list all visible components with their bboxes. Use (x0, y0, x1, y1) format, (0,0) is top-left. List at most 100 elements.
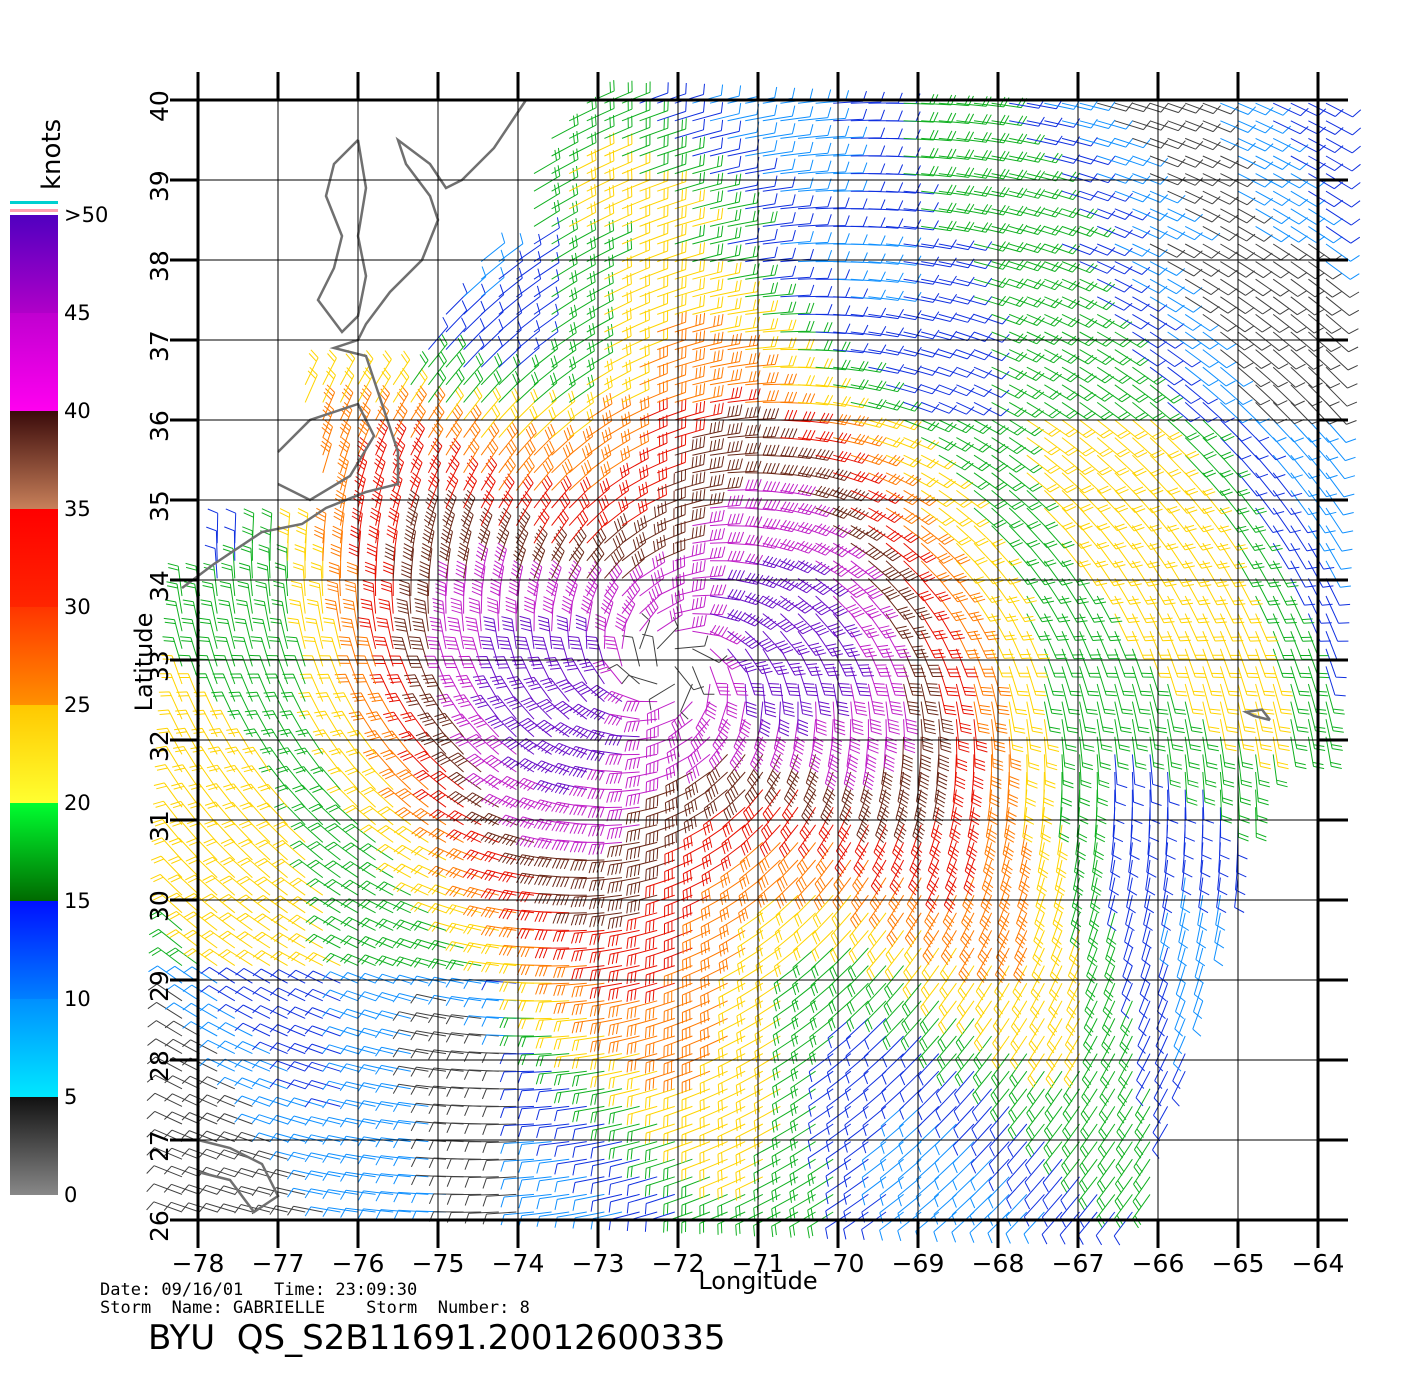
wind-barb (202, 875, 236, 896)
product-title: BYU QS_S2B11691.20012600335 (148, 1318, 726, 1358)
wind-barb (551, 165, 579, 192)
wind-barb (535, 1088, 570, 1103)
wind-barb (1019, 842, 1031, 879)
wind-barb (850, 578, 883, 600)
wind-barb (1219, 701, 1238, 733)
wind-barb (437, 560, 449, 597)
wind-barb (692, 546, 726, 562)
wind-barb (147, 983, 183, 1002)
wind-barb (835, 824, 852, 860)
wind-barb (621, 413, 650, 439)
wind-barb (533, 147, 561, 175)
wind-barb (1061, 595, 1088, 623)
wind-barb (1272, 542, 1300, 570)
wind-barb (745, 462, 780, 474)
wind-barb (1272, 701, 1291, 733)
wind-barb (797, 560, 834, 576)
wind-barb (201, 911, 236, 931)
wind-barb (692, 243, 724, 263)
wind-barb (446, 1193, 482, 1205)
wind-barb (621, 515, 647, 544)
wind-barb (322, 1116, 359, 1127)
wind-barb (1185, 137, 1221, 151)
wind-barb (971, 1123, 992, 1157)
wind-barb (903, 560, 936, 583)
wind-barb (991, 719, 1006, 753)
wind-barb (737, 912, 764, 941)
wind-barb (860, 771, 873, 808)
wind-barb (918, 1053, 940, 1086)
wind-barb (376, 617, 394, 649)
wind-barb (1044, 507, 1076, 530)
wind-barb (674, 154, 705, 175)
wind-barb (498, 871, 535, 883)
latitude-tick-label: 35 (145, 490, 174, 522)
wind-barb (920, 578, 951, 602)
wind-barb (607, 841, 640, 858)
wind-barb (357, 1154, 394, 1165)
bermuda (1241, 708, 1271, 722)
wind-barb (416, 579, 429, 614)
wind-barb (955, 736, 968, 772)
wind-barb (642, 633, 658, 667)
wind-barb (572, 1193, 605, 1211)
wind-barb (685, 771, 711, 800)
wind-barb (681, 1123, 711, 1146)
wind-barb (1255, 384, 1288, 406)
wind-barb (286, 1169, 323, 1180)
wind-barb (1008, 719, 1024, 753)
wind-barb (762, 482, 799, 495)
wind-barb (368, 525, 380, 561)
wind-barb (375, 1209, 411, 1220)
wind-barb (1184, 437, 1217, 460)
wind-barb (811, 930, 834, 962)
wind-barb (964, 842, 977, 879)
wind-barb (223, 783, 253, 808)
wind-barb (1325, 525, 1353, 552)
wind-barb (1237, 525, 1266, 551)
wind-barb (533, 799, 570, 812)
wind-barb (1060, 1158, 1080, 1193)
wind-barb (481, 1070, 517, 1082)
wind-barb (867, 613, 897, 639)
wind-barb (1114, 278, 1151, 294)
wind-barb (692, 384, 724, 403)
wind-barb (1149, 190, 1186, 204)
wind-barb (645, 912, 675, 933)
wind-barb (745, 390, 779, 403)
wind-barb (1043, 613, 1069, 641)
wind-barb (867, 719, 879, 754)
wind-barb (551, 218, 578, 245)
wind-barb (657, 135, 687, 157)
wind-barb (1114, 525, 1144, 550)
wind-barb (850, 253, 886, 264)
wind-barb (1163, 859, 1174, 896)
wind-barb (797, 160, 832, 175)
wind-barb (657, 311, 687, 333)
wind-barb (657, 293, 687, 315)
wind-barb (516, 371, 539, 403)
wind-barb (1325, 190, 1361, 208)
wind-barb (837, 806, 852, 843)
wind-barb (903, 525, 938, 545)
wind-barb (1026, 454, 1061, 474)
wind-barb (1220, 384, 1253, 406)
wind-barb (1000, 859, 1012, 896)
wind-barb (1096, 472, 1129, 495)
wind-barb (516, 251, 542, 280)
wind-barb (445, 941, 482, 952)
wind-barb (1307, 736, 1325, 770)
wind-barb (431, 751, 464, 773)
wind-vector-field (146, 80, 1362, 1246)
wind-barb (903, 329, 940, 340)
wind-barb (831, 894, 852, 929)
wind-barb (674, 418, 706, 439)
wind-barb (375, 402, 390, 438)
wind-barb (551, 458, 573, 491)
wind-barb (565, 577, 578, 614)
wind-barb (199, 1112, 235, 1125)
wind-barb (1131, 719, 1149, 752)
wind-barb (920, 719, 934, 753)
wind-barb (164, 1111, 200, 1125)
wind-barb (700, 894, 728, 921)
